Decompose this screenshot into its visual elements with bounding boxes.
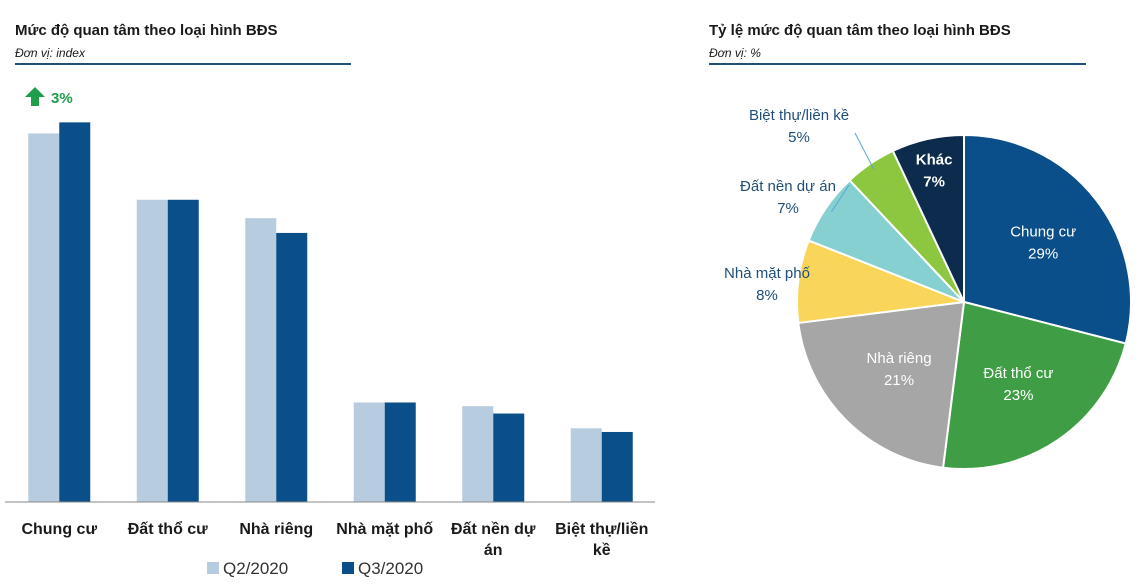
bar-q2-4 — [462, 406, 494, 502]
bar-q3-4 — [493, 413, 525, 502]
bar-q2-3 — [353, 402, 385, 502]
x-tick-label-1: Đất thổ cư — [128, 520, 208, 538]
pie-slice-6 — [891, 133, 965, 303]
legend-swatch-0 — [207, 562, 219, 574]
pie-labels-group: Chung cư 29% Đất thổ cư 23% Nhà riêng 21% Nhà … — [724, 107, 1076, 404]
bar-q2-1 — [136, 199, 168, 502]
legend-swatch-1 — [342, 562, 354, 574]
legend-label-0: Q2/2020 — [223, 559, 288, 578]
pie-slice-2 — [797, 300, 966, 469]
pie-label-5: Biệt thự/liền kề 5% — [749, 107, 849, 146]
bar-series-group — [28, 122, 633, 502]
x-tick-label-3: Nhà mặt phố — [336, 521, 433, 538]
growth-annotation: 3% — [25, 87, 73, 107]
bar-chart-panel: Mức độ quan tâm theo loại hình BĐS Đơn v… — [0, 0, 360, 587]
bar-q3-3 — [384, 402, 416, 502]
x-tick-label-5: Biệt thự/liền kề — [555, 521, 648, 559]
pie-label-3: Nhà mặt phố 8% — [724, 265, 811, 304]
bar-q3-2 — [276, 232, 308, 502]
x-tick-label-4: Đất nền dự án — [451, 521, 536, 559]
growth-annotation-text: 3% — [51, 90, 73, 107]
pie-chart-title: Tỷ lệ mức độ quan tâm theo loại hình BĐS — [709, 22, 1011, 39]
pie-label-4: Đất nền dự án 7% — [740, 178, 836, 217]
bar-chart-subtitle: Đơn vị: index — [15, 46, 85, 60]
up-arrow-icon — [25, 87, 45, 106]
bar-q3-1 — [167, 199, 199, 502]
x-tick-label-0: Chung cư — [21, 521, 97, 538]
bar-q3-5 — [601, 431, 633, 502]
bar-chart-title-rule — [15, 63, 351, 65]
bar-q2-2 — [245, 218, 277, 502]
bar-q2-0 — [28, 133, 60, 502]
pie-chart-panel: Tỷ lệ mức độ quan tâm theo loại hình BĐS… — [700, 0, 1146, 587]
pie-leader-lines — [830, 132, 875, 213]
bar-legend: Q2/2020 Q3/2020 — [207, 559, 423, 578]
bar-q3-0 — [59, 122, 91, 502]
bar-chart-title: Mức độ quan tâm theo loại hình BĐS — [15, 22, 278, 39]
pie-label-2: Nhà riêng 21% — [867, 350, 932, 389]
pie-slice-1 — [941, 300, 1127, 470]
pie-chart-subtitle: Đơn vị: % — [709, 46, 761, 60]
x-tick-label-2: Nhà riêng — [239, 521, 313, 538]
pie-slices-group — [796, 133, 1132, 470]
pie-chart-title-rule — [709, 63, 1086, 65]
pie-leader-line-5 — [854, 132, 875, 170]
pie-leader-line-4 — [830, 184, 850, 213]
bar-chart: 3% Chung cư Đất thổ cư Nhà riêng Nhà mặt ph… — [5, 87, 655, 578]
x-axis-tick-labels: Chung cư Đất thổ cư Nhà riêng Nhà mặt phố Đấ… — [21, 520, 648, 559]
legend-label-1: Q3/2020 — [358, 559, 423, 578]
pie-label-1: Đất thổ cư 23% — [983, 365, 1053, 404]
pie-slice-0 — [963, 133, 1132, 345]
pie-label-0: Chung cư 29% — [1010, 224, 1076, 263]
pie-label-6: Khác 7% — [916, 151, 953, 190]
bar-q2-5 — [570, 428, 602, 502]
